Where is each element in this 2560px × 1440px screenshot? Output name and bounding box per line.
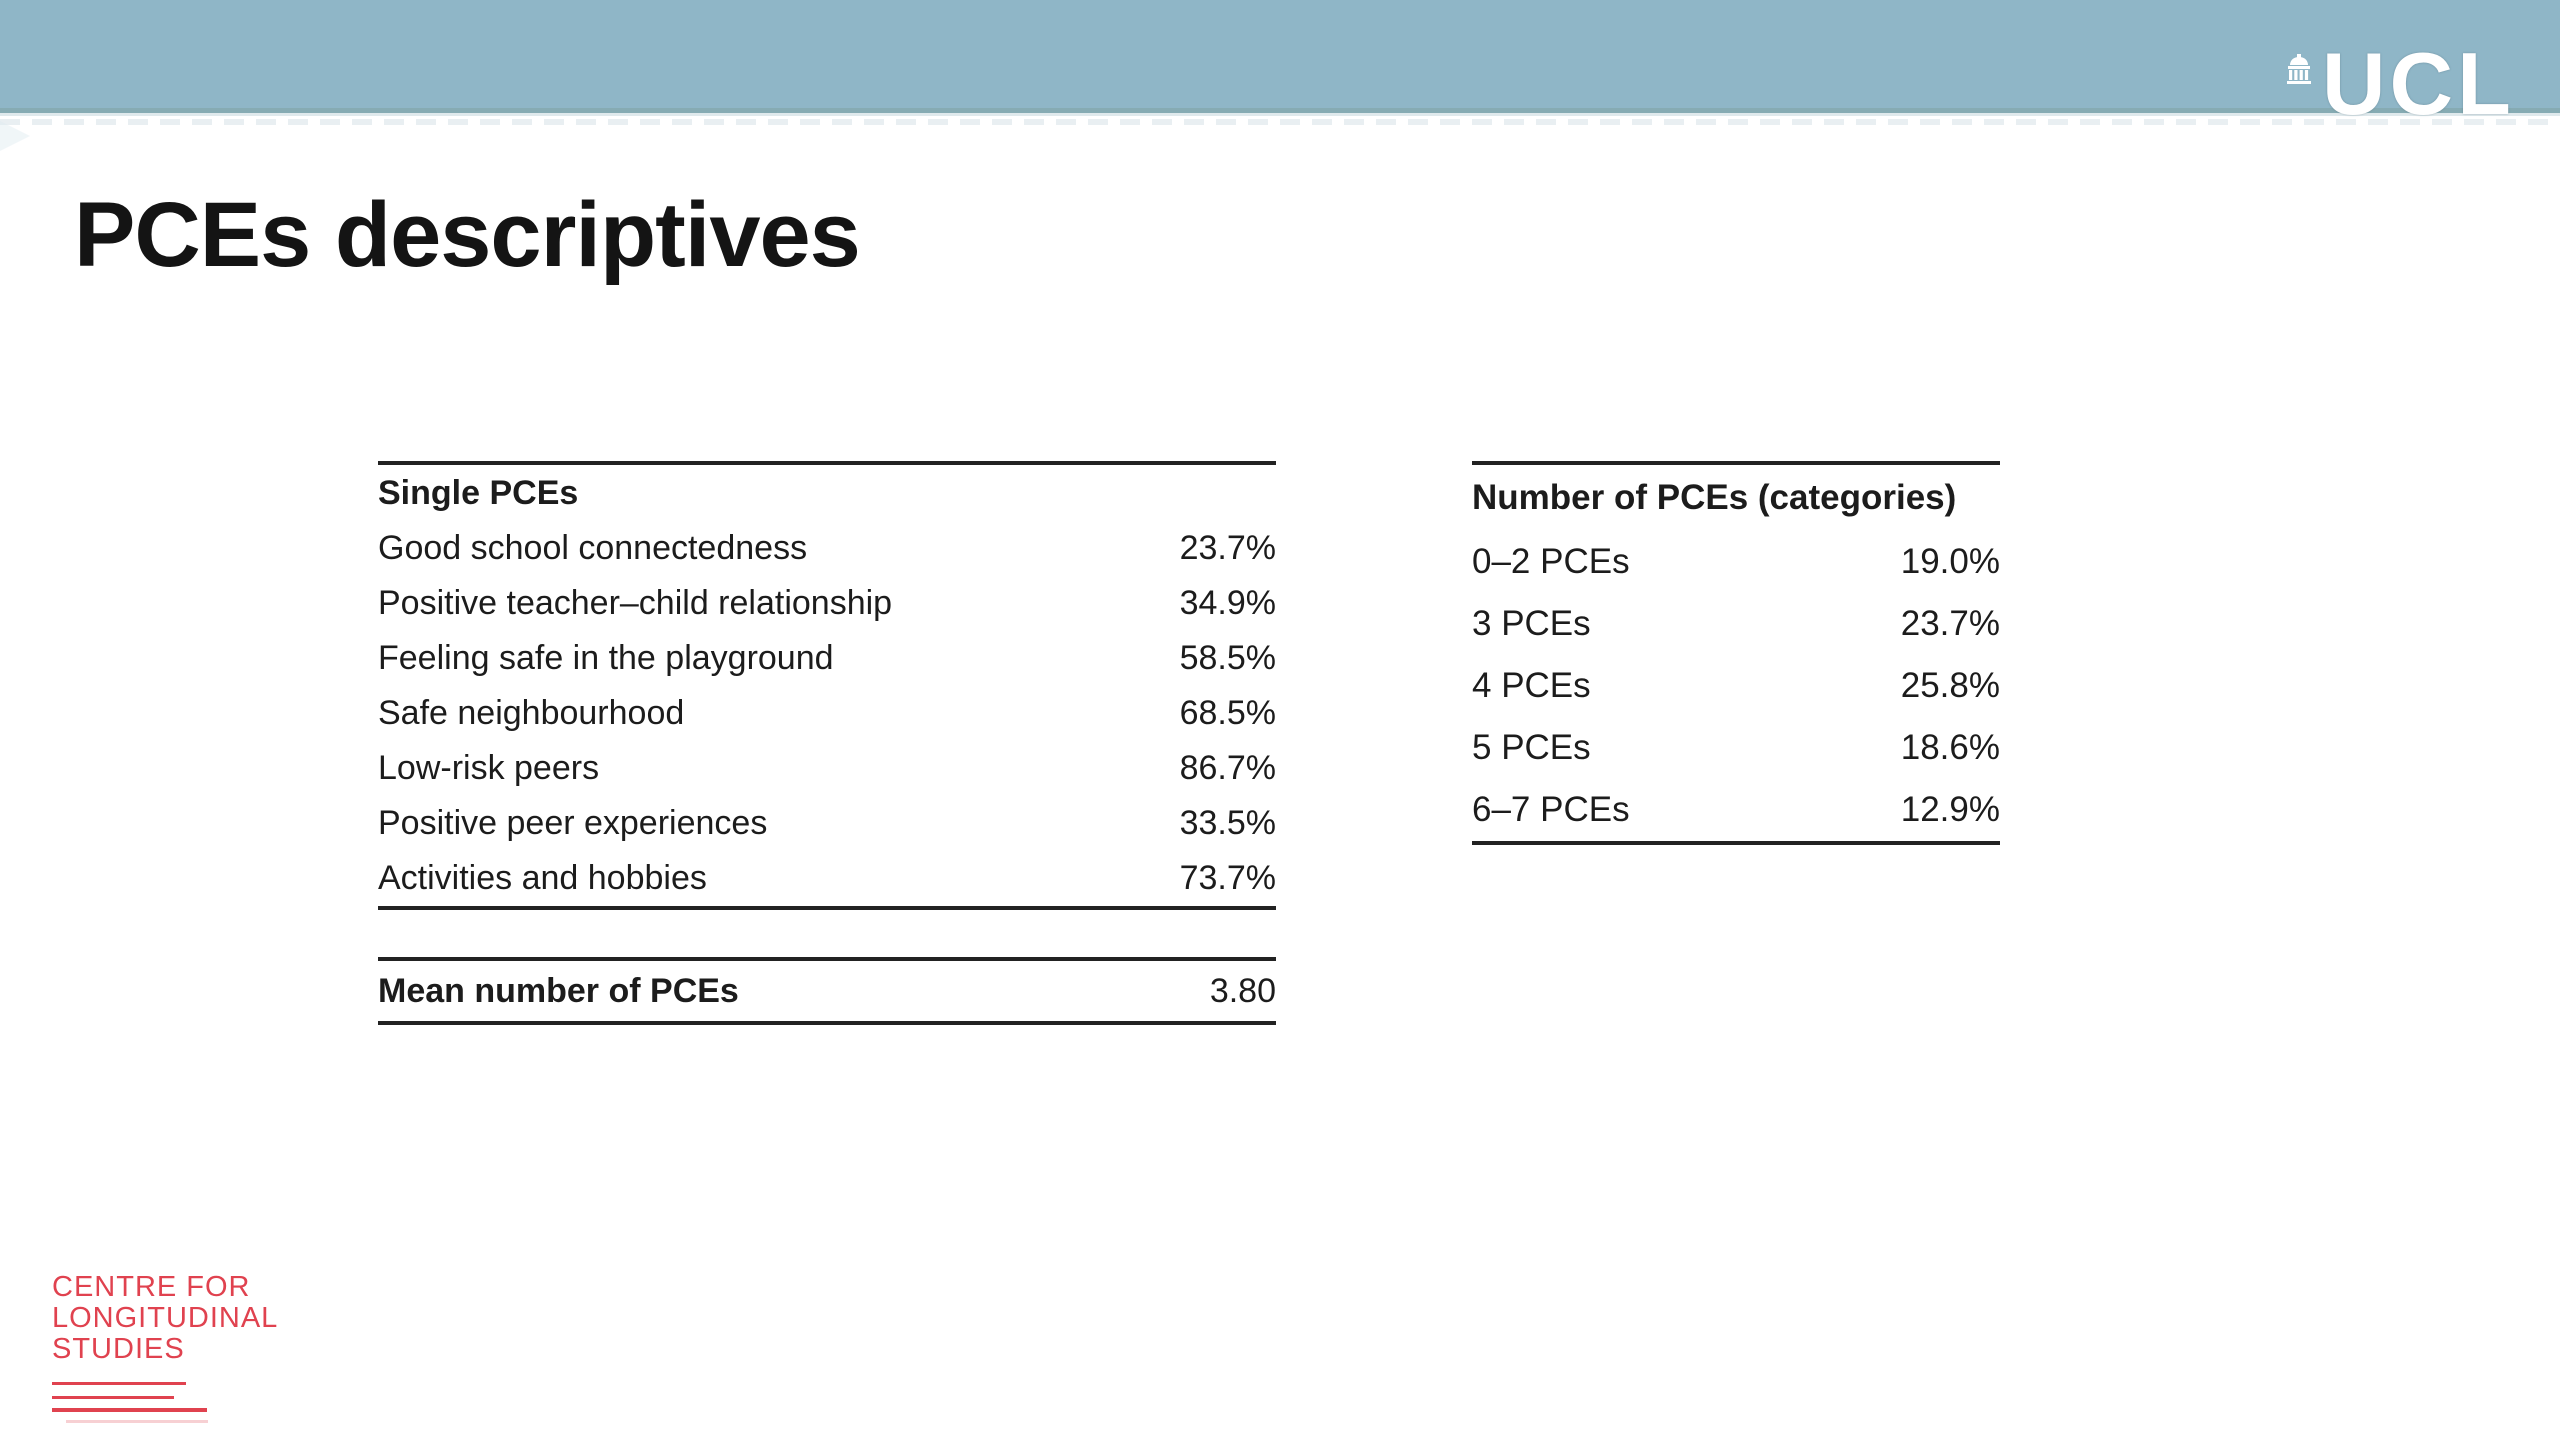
cls-logo-rule (52, 1408, 207, 1412)
row-value: 58.5% (1179, 639, 1276, 677)
cls-logo-line: LONGITUDINAL (52, 1302, 279, 1334)
single-pces-table: Single PCEs Good school connectedness 23… (378, 461, 1276, 910)
table-row: 5 PCEs 18.6% (1472, 717, 2000, 779)
row-label: Positive peer experiences (378, 804, 768, 842)
row-value: 33.5% (1179, 804, 1276, 842)
row-label: Good school connectedness (378, 529, 808, 567)
row-value: 3.80 (1209, 971, 1276, 1010)
cls-logo-line: CENTRE FOR (52, 1271, 251, 1303)
table-row: 6–7 PCEs 12.9% (1472, 779, 2000, 841)
cls-logo-rule (66, 1420, 208, 1423)
row-label: Low-risk peers (378, 749, 600, 787)
row-label: Positive teacher–child relationship (378, 584, 893, 622)
table-row: Safe neighbourhood 68.5% (378, 686, 1276, 741)
mean-pces-table: Mean number of PCEs 3.80 (378, 957, 1276, 1025)
table-row: Positive teacher–child relationship 34.9… (378, 576, 1276, 631)
table-header: Single PCEs (378, 473, 579, 512)
cls-logo-line: STUDIES (52, 1333, 185, 1365)
row-value: 19.0% (1900, 542, 2000, 581)
table-header-row: Number of PCEs (categories) (1472, 465, 2000, 531)
row-label: 3 PCEs (1472, 604, 1591, 643)
row-value: 68.5% (1179, 694, 1276, 732)
table-row: Feeling safe in the playground 58.5% (378, 631, 1276, 686)
row-value: 12.9% (1900, 790, 2000, 829)
table-row: Activities and hobbies 73.7% (378, 851, 1276, 906)
cls-logo: CENTRE FOR LONGITUDINAL STUDIES (52, 1272, 278, 1365)
table-header: Number of PCEs (categories) (1472, 478, 1957, 517)
table-row: Mean number of PCEs 3.80 (378, 961, 1276, 1021)
row-label: 6–7 PCEs (1472, 790, 1630, 829)
table-header-row: Single PCEs (378, 465, 1276, 521)
table-row: 3 PCEs 23.7% (1472, 593, 2000, 655)
table-row: Good school connectedness 23.7% (378, 521, 1276, 576)
row-value: 34.9% (1179, 584, 1276, 622)
row-label: 4 PCEs (1472, 666, 1591, 705)
row-value: 73.7% (1179, 859, 1276, 897)
cls-logo-rule (52, 1382, 186, 1385)
row-value: 25.8% (1900, 666, 2000, 705)
row-label: Mean number of PCEs (378, 971, 739, 1010)
row-label: Activities and hobbies (378, 859, 707, 897)
row-value: 86.7% (1179, 749, 1276, 787)
row-label: Safe neighbourhood (378, 694, 685, 732)
header-dashed-line (0, 119, 2560, 125)
row-value: 23.7% (1179, 529, 1276, 567)
ucl-portico-icon (2287, 54, 2311, 84)
pces-categories-table: Number of PCEs (categories) 0–2 PCEs 19.… (1472, 461, 2000, 845)
row-label: 5 PCEs (1472, 728, 1591, 767)
page-title: PCEs descriptives (74, 184, 861, 286)
header-band-edge-line (0, 113, 2560, 116)
table-row: 0–2 PCEs 19.0% (1472, 531, 2000, 593)
header-band (0, 0, 2560, 113)
row-label: Feeling safe in the playground (378, 639, 834, 677)
left-edge-artifact (0, 121, 30, 151)
table-row: Low-risk peers 86.7% (378, 741, 1276, 796)
table-row: 4 PCEs 25.8% (1472, 655, 2000, 717)
row-value: 23.7% (1900, 604, 2000, 643)
row-label: 0–2 PCEs (1472, 542, 1630, 581)
table-row: Positive peer experiences 33.5% (378, 796, 1276, 851)
ucl-logo: UCL (2322, 34, 2515, 133)
row-value: 18.6% (1900, 728, 2000, 767)
cls-logo-rule (52, 1396, 174, 1399)
